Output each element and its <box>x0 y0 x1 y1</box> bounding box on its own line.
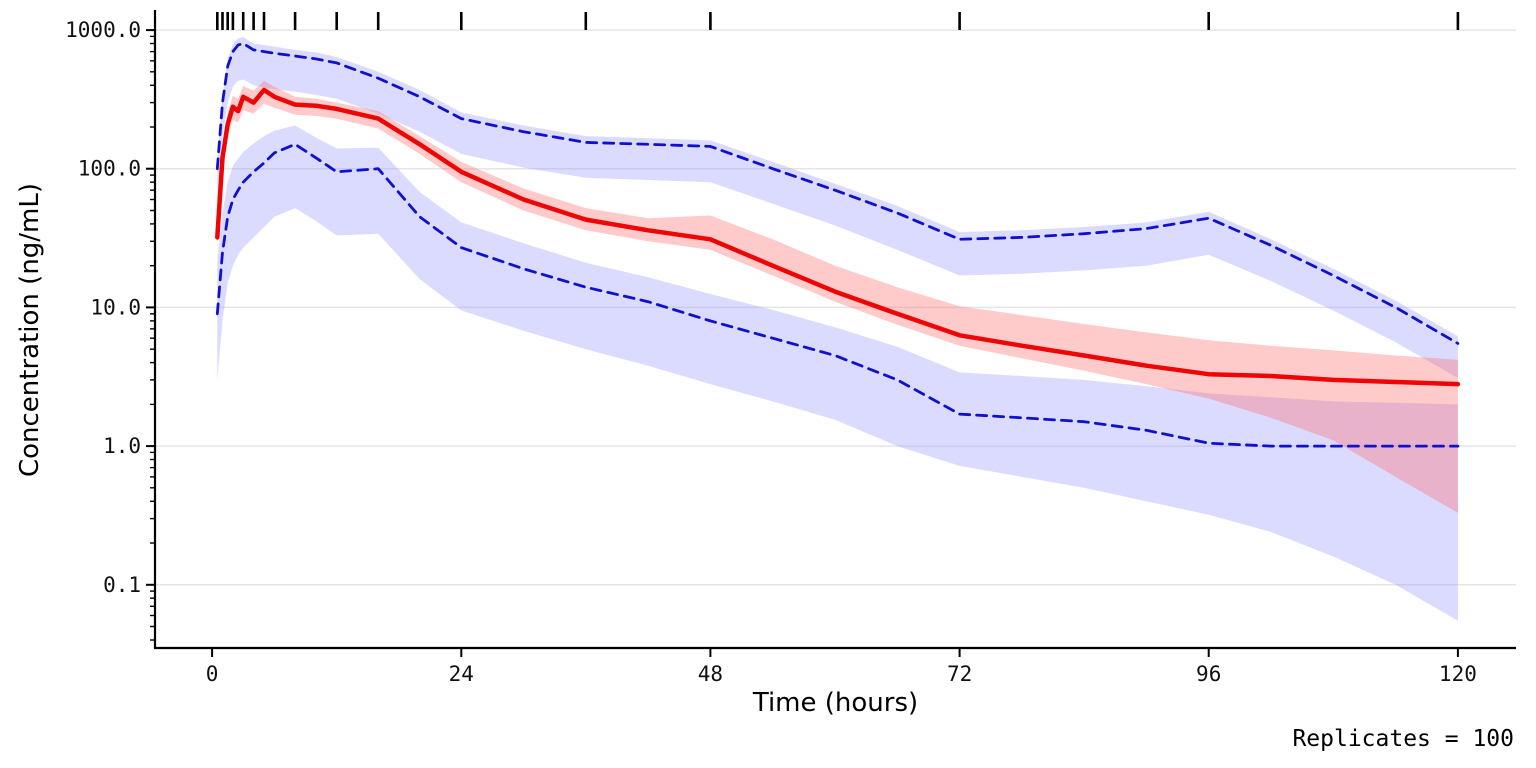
y-tick-label: 10.0 <box>90 295 141 319</box>
x-tick-label: 48 <box>698 662 723 686</box>
line-5th-percentile <box>215 142 1460 448</box>
replicates-annotation: Replicates = 100 <box>1292 726 1514 752</box>
y-tick-label: 100.0 <box>78 157 141 181</box>
x-axis-title: Time (hours) <box>752 688 919 718</box>
ribbon-median-ci <box>217 80 1458 513</box>
y-tick-label: 0.1 <box>103 573 141 597</box>
line-95th-percentile <box>215 42 1460 345</box>
y-tick-label: 1.0 <box>103 434 141 458</box>
x-tick-label: 72 <box>947 662 972 686</box>
x-tick-label: 24 <box>449 662 474 686</box>
line-median <box>215 87 1461 387</box>
series-lines <box>215 42 1461 448</box>
x-axis-ticks: 0 24 48 72 96 120 <box>206 648 1477 686</box>
ribbon-5th-percentile-ci <box>217 125 1458 621</box>
ribbons <box>217 37 1458 621</box>
x-tick-label: 120 <box>1439 662 1477 686</box>
y-tick-label: 1000.0 <box>65 18 141 42</box>
y-axis-title: Concentration (ng/mL) <box>15 182 45 478</box>
y-axis-ticks: 1000.0 100.0 10.0 1.0 0.1 <box>65 18 155 641</box>
x-tick-label: 96 <box>1196 662 1221 686</box>
x-tick-label: 0 <box>206 662 219 686</box>
rug-marks <box>216 12 1460 30</box>
ribbon-95th-percentile-ci <box>217 37 1458 378</box>
